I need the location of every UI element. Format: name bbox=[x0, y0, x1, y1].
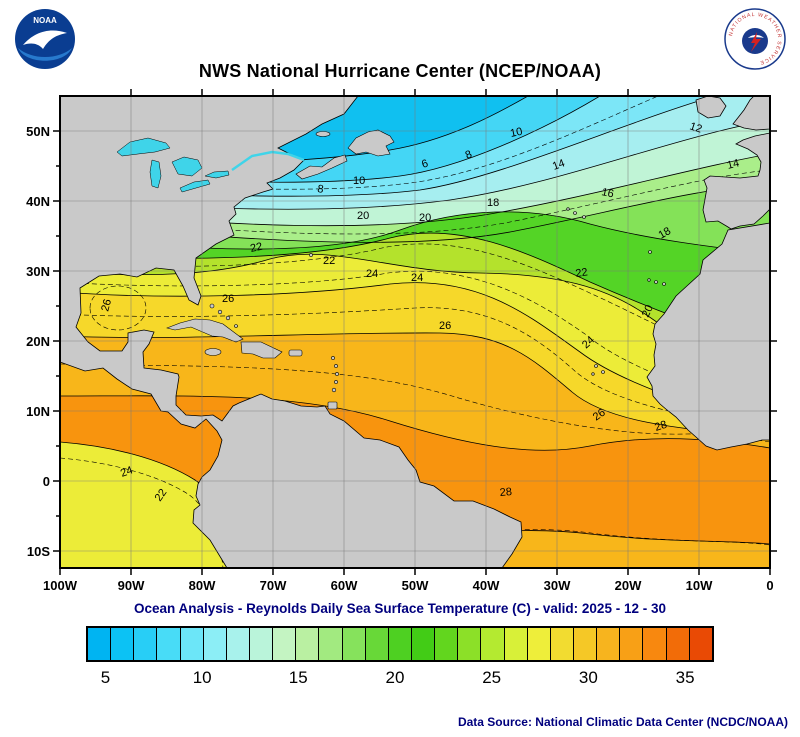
graticule bbox=[60, 96, 770, 568]
contour-label: 22 bbox=[323, 255, 335, 267]
map-interior: 6 8 10 12 14 14 16 18 18 8 10 20 20 20 2… bbox=[59, 95, 771, 569]
lat-label: 50N bbox=[26, 124, 50, 139]
contour-label: 26 bbox=[591, 407, 608, 424]
contour-label: 12 bbox=[688, 120, 703, 135]
islands-lesser-antilles bbox=[327, 356, 339, 410]
colorbar-tick: 30 bbox=[578, 668, 598, 687]
colorbar-section: 5 10 15 20 25 30 35 bbox=[86, 626, 714, 692]
colorbar-tick: 5 bbox=[100, 668, 111, 687]
lon-label: 20W bbox=[615, 578, 642, 593]
lat-label: 10S bbox=[27, 544, 50, 559]
contour-label: 22 bbox=[249, 241, 263, 255]
island-cuba bbox=[166, 318, 244, 343]
contour-label: 24 bbox=[366, 268, 378, 280]
lon-axis: 100W 90W 80W 70W 60W 50W 40W 30W 20W 10W… bbox=[43, 578, 774, 593]
lon-label: 90W bbox=[118, 578, 145, 593]
contour-label: 26 bbox=[99, 298, 114, 313]
contour-label: 10 bbox=[509, 126, 523, 140]
island-anticosti bbox=[315, 131, 331, 137]
axis-ticks bbox=[53, 89, 777, 575]
colorbar-tick: 10 bbox=[192, 668, 212, 687]
noaa-logo: NOAA bbox=[15, 9, 75, 69]
land-americas bbox=[60, 96, 523, 568]
island-bermuda bbox=[309, 253, 313, 257]
island-nova-scotia bbox=[295, 154, 348, 180]
contour-label: 18 bbox=[487, 197, 499, 209]
colorbar-tick: 20 bbox=[385, 668, 405, 687]
noaa-logo-text: NOAA bbox=[33, 16, 57, 25]
lat-label: 40N bbox=[26, 194, 50, 209]
lon-label: 60W bbox=[331, 578, 358, 593]
colorbar-tick-labels: 5 10 15 20 25 30 35 bbox=[86, 668, 714, 692]
lon-label: 0 bbox=[766, 578, 773, 593]
lat-label: 0 bbox=[43, 474, 50, 489]
lat-label: 30N bbox=[26, 264, 50, 279]
lon-label: 30W bbox=[544, 578, 571, 593]
contour-labels: 6 8 10 12 14 14 16 18 18 8 10 20 20 20 2… bbox=[99, 120, 740, 503]
contour-label: 28 bbox=[653, 419, 668, 434]
lat-label: 10N bbox=[26, 404, 50, 419]
island-puerto-rico bbox=[288, 349, 303, 357]
page-header: NOAA NATIONAL WEATHER SERVICE NWS Nation… bbox=[0, 0, 800, 84]
contour-label: 24 bbox=[411, 272, 423, 284]
noaa-logo-wave bbox=[18, 48, 72, 61]
contour-label: 24 bbox=[119, 464, 135, 479]
land-iberia-france bbox=[702, 132, 770, 230]
contour-label: 16 bbox=[600, 186, 614, 200]
contour-label: 18 bbox=[657, 225, 674, 242]
island-jamaica bbox=[204, 348, 222, 356]
lat-label: 20N bbox=[26, 334, 50, 349]
contour-label: 22 bbox=[575, 266, 589, 280]
noaa-gull-icon bbox=[23, 30, 67, 49]
colorbar-tick: 25 bbox=[482, 668, 502, 687]
colorbar-tick: 35 bbox=[675, 668, 695, 687]
land-britain bbox=[732, 96, 770, 131]
contour-label: 26 bbox=[222, 293, 234, 305]
contour-label: 14 bbox=[551, 157, 567, 172]
contour-label: 20 bbox=[357, 210, 369, 222]
great-lakes bbox=[116, 137, 305, 193]
lon-label: 50W bbox=[402, 578, 429, 593]
islands-azores bbox=[566, 207, 586, 219]
colorbar bbox=[86, 626, 714, 662]
contour-label: 22 bbox=[153, 487, 170, 504]
sst-band-pacific-cool bbox=[60, 442, 230, 568]
contour-label: 10 bbox=[353, 175, 365, 187]
lon-label: 70W bbox=[260, 578, 287, 593]
map-caption: Ocean Analysis - Reynolds Daily Sea Surf… bbox=[134, 601, 666, 616]
lon-label: 10W bbox=[686, 578, 713, 593]
island-newfoundland bbox=[347, 129, 395, 157]
contour-label: 28 bbox=[499, 486, 512, 499]
contour-label: 20 bbox=[419, 212, 431, 224]
islands-canary bbox=[647, 278, 666, 286]
colorbar-tick: 15 bbox=[288, 668, 308, 687]
lon-label: 40W bbox=[473, 578, 500, 593]
lon-label: 100W bbox=[43, 578, 78, 593]
land-africa bbox=[646, 222, 770, 451]
contour-label: 20 bbox=[640, 303, 656, 319]
nws-logo: NATIONAL WEATHER SERVICE bbox=[724, 8, 786, 70]
nws-lightning-icon bbox=[751, 32, 761, 52]
islands-bahamas bbox=[209, 303, 238, 328]
contour-label: 8 bbox=[317, 183, 325, 196]
data-source: Data Source: National Climatic Data Cent… bbox=[457, 715, 788, 729]
page-title: NWS National Hurricane Center (NCEP/NOAA… bbox=[198, 61, 602, 81]
st-lawrence-river bbox=[231, 150, 305, 172]
contour-label: 8 bbox=[464, 148, 474, 161]
contour-label: 26 bbox=[439, 320, 451, 332]
contour-label: 14 bbox=[726, 157, 741, 172]
lon-label: 80W bbox=[189, 578, 216, 593]
island-madeira bbox=[648, 250, 652, 254]
sst-map: 6 8 10 12 14 14 16 18 18 8 10 20 20 20 2… bbox=[26, 89, 777, 593]
island-hispaniola bbox=[240, 341, 283, 359]
contour-label: 6 bbox=[420, 158, 430, 171]
islands-cape-verde bbox=[591, 364, 605, 376]
lat-axis: 50N 40N 30N 20N 10N 0 10S bbox=[26, 124, 50, 559]
